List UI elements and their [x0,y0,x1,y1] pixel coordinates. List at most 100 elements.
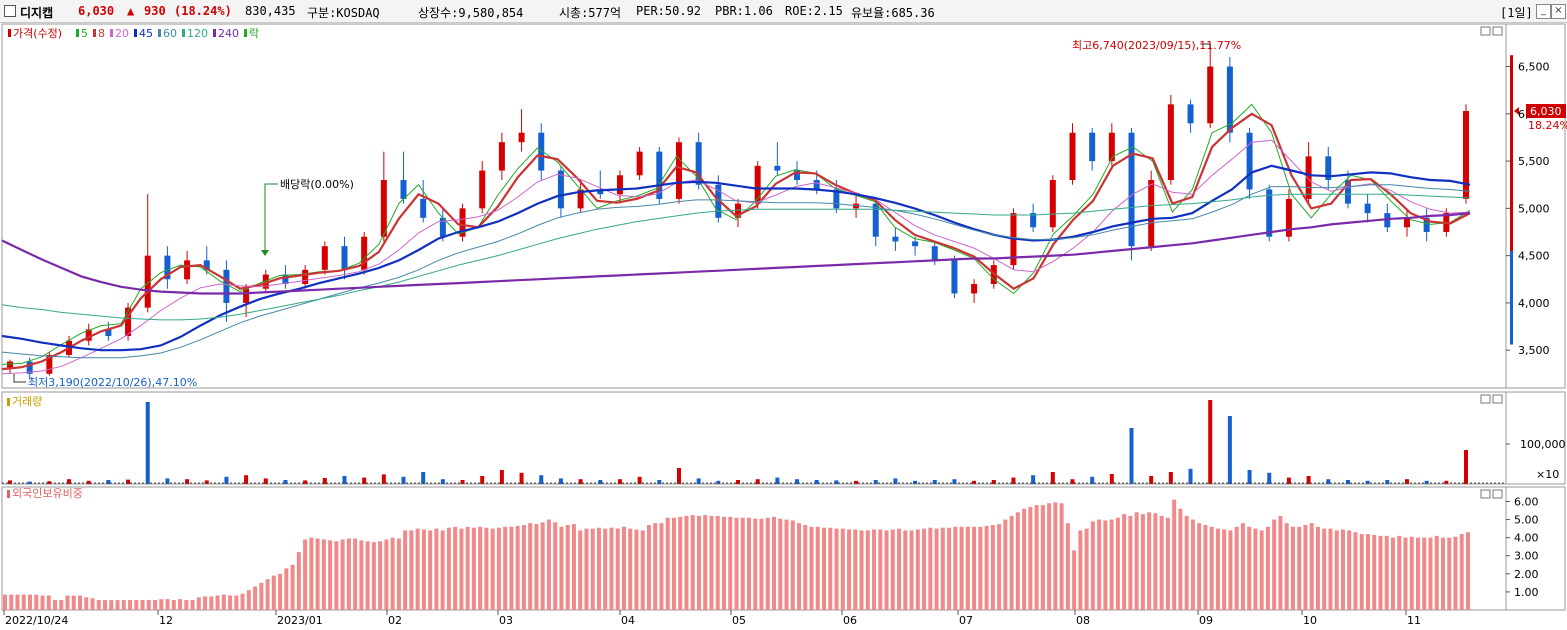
foreign-bar [696,515,701,610]
foreign-bar [1440,537,1445,610]
foreign-bar [615,528,620,610]
foreign-bar [1397,535,1402,610]
foreign-bar [1040,505,1045,610]
foreign-bar [184,600,189,610]
foreign-bar [1003,519,1008,610]
legend-item: 가격(수정) [13,27,62,40]
foreign-bar [934,528,939,610]
foreign-bar [484,527,489,610]
foreign-bar [822,527,827,610]
foreign-bar [1109,519,1114,610]
foreign-bar [309,537,314,610]
date-axis-label: 05 [732,614,746,627]
select-checkbox[interactable] [4,5,16,17]
foreign-bar [603,528,608,610]
foreign-bar [490,528,495,610]
minimize-icon[interactable]: _ [1536,4,1551,19]
low-annotation: 최저3,190(2022/10/26),47.10% [28,376,197,389]
legend-item: 120 [187,27,208,40]
volume-bar [716,480,721,484]
foreign-bar [1297,526,1302,610]
foreign-bar [434,528,439,610]
foreign-bar [1140,514,1145,610]
candle-body [1226,66,1233,133]
foreign-bar [609,527,614,610]
foreign-bar [296,552,301,610]
foreign-bar [121,600,126,610]
foreign-bar [909,530,914,610]
foreign-bar [990,524,995,610]
volume-bar [86,480,91,484]
volume-bar [972,480,977,484]
foreign-bar [772,516,777,610]
foreign-bar [1284,523,1289,610]
foreign-bar [621,526,626,610]
volume-bar [362,477,367,484]
volume-bar [47,481,52,484]
foreign-bar [997,524,1002,610]
price-axis-label: 5,000 [1518,202,1550,215]
foreign-bar [1203,524,1208,610]
foreign-bar [1190,519,1195,610]
volume-bar [1424,480,1429,484]
volume-bar [460,480,465,484]
foreign-bar [1147,512,1152,610]
candle-body [361,236,368,270]
close-icon[interactable]: × [1551,4,1566,19]
candle-body [1246,132,1253,190]
volume-bar [1090,476,1095,484]
foreign-bar [1165,517,1170,610]
volume-bar [499,470,504,484]
candle-body [951,260,958,294]
foreign-bar [740,517,745,610]
current-price: 6,030 [78,4,115,18]
candle-body [1364,203,1371,214]
volume-bar [539,475,544,484]
foreign-bar [1240,523,1245,610]
candle-body [184,260,191,280]
volume-bar [303,480,308,484]
foreign-bar [590,528,595,610]
foreign-bar [290,564,295,610]
candle-body [695,142,702,185]
volume-bar [676,468,681,484]
foreign-bar [234,595,239,610]
foreign-bar [559,526,564,610]
candle-body [400,180,407,199]
volume-bar [932,480,937,484]
volume-bar [1149,476,1154,484]
foreign-bar [646,524,651,610]
foreign-bar [878,529,883,610]
volume-bar [1365,480,1370,484]
foreign-bar [1278,515,1283,610]
info-bar: 디지캡 6,030 ▲ 930 (18.24%) 830,435 구분:KOSD… [0,0,1567,23]
dividend-annotation: 배당락(0.00%) [280,178,354,191]
period-selector[interactable]: [1일] [1500,6,1533,20]
volume-bar [1070,479,1075,484]
volume-bar [381,474,386,484]
foreign-bar [865,530,870,610]
volume-bar [913,480,918,484]
current-price-label: 6,030 [1530,105,1562,118]
candle-body [144,255,151,308]
foreign-bar [834,528,839,610]
foreign-bar [1390,537,1395,610]
foreign-bar [1372,534,1377,610]
candle-body [735,203,741,218]
foreign-bar [40,595,45,610]
foreign-bar [634,529,639,610]
volume-bar [283,480,288,484]
per-value: PER:50.92 [636,4,702,18]
date-axis-label: 04 [621,614,635,627]
foreign-bar [84,597,89,610]
foreign-bar [315,538,320,610]
foreign-bar [546,519,551,610]
foreign-bar [265,579,270,610]
legend-swatch [7,398,10,406]
foreign-bar [128,600,133,610]
candle-body [557,170,564,209]
current-price-tag [1526,103,1566,118]
foreign-bar [715,515,720,610]
foreign-bar [440,530,445,610]
